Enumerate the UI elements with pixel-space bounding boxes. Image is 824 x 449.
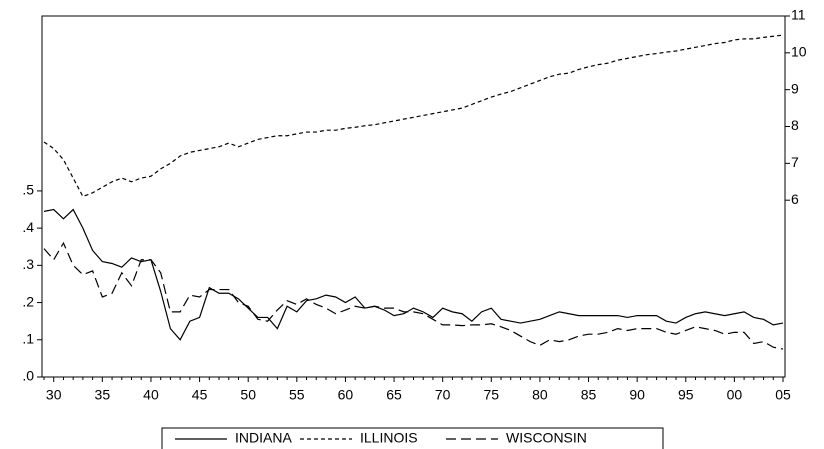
x-tick-label: 35	[95, 387, 111, 403]
series-line	[43, 208, 784, 341]
x-tick-label: 65	[386, 387, 402, 403]
y-tick-label: .1	[22, 330, 34, 346]
x-tick-label: 55	[289, 387, 305, 403]
y2-tick-label: 10	[791, 44, 807, 60]
x-tick-label: 60	[338, 387, 354, 403]
series-line	[43, 34, 784, 198]
series-line	[43, 241, 784, 350]
x-tick-label: 50	[240, 387, 256, 403]
y-tick-label: .3	[22, 256, 34, 272]
x-tick-label: 80	[532, 387, 548, 403]
legend-label: WISCONSIN	[506, 430, 587, 446]
x-tick-label: 30	[46, 387, 62, 403]
y-tick-label: .5	[22, 182, 34, 198]
y2-tick-label: 8	[791, 117, 799, 133]
legend-label: ILLINOIS	[360, 430, 418, 446]
x-tick-label: 45	[192, 387, 208, 403]
legend-box	[161, 427, 664, 449]
x-tick-label: 05	[775, 387, 791, 403]
x-tick-label: 90	[629, 387, 645, 403]
y-tick-label: .0	[22, 368, 34, 384]
x-tick-label: 00	[727, 387, 743, 403]
y-tick-label: .2	[22, 293, 34, 309]
x-tick-label: 85	[581, 387, 597, 403]
x-tick-label: 40	[143, 387, 159, 403]
y-tick-label: .4	[22, 219, 34, 235]
legend-label: INDIANA	[235, 430, 292, 446]
y2-tick-label: 11	[791, 7, 806, 23]
y2-tick-label: 7	[791, 154, 799, 170]
x-tick-label: 95	[678, 387, 694, 403]
y2-tick-label: 6	[791, 191, 799, 207]
x-tick-label: 70	[435, 387, 451, 403]
y2-tick-label: 9	[791, 80, 799, 96]
x-tick-label: 75	[484, 387, 500, 403]
